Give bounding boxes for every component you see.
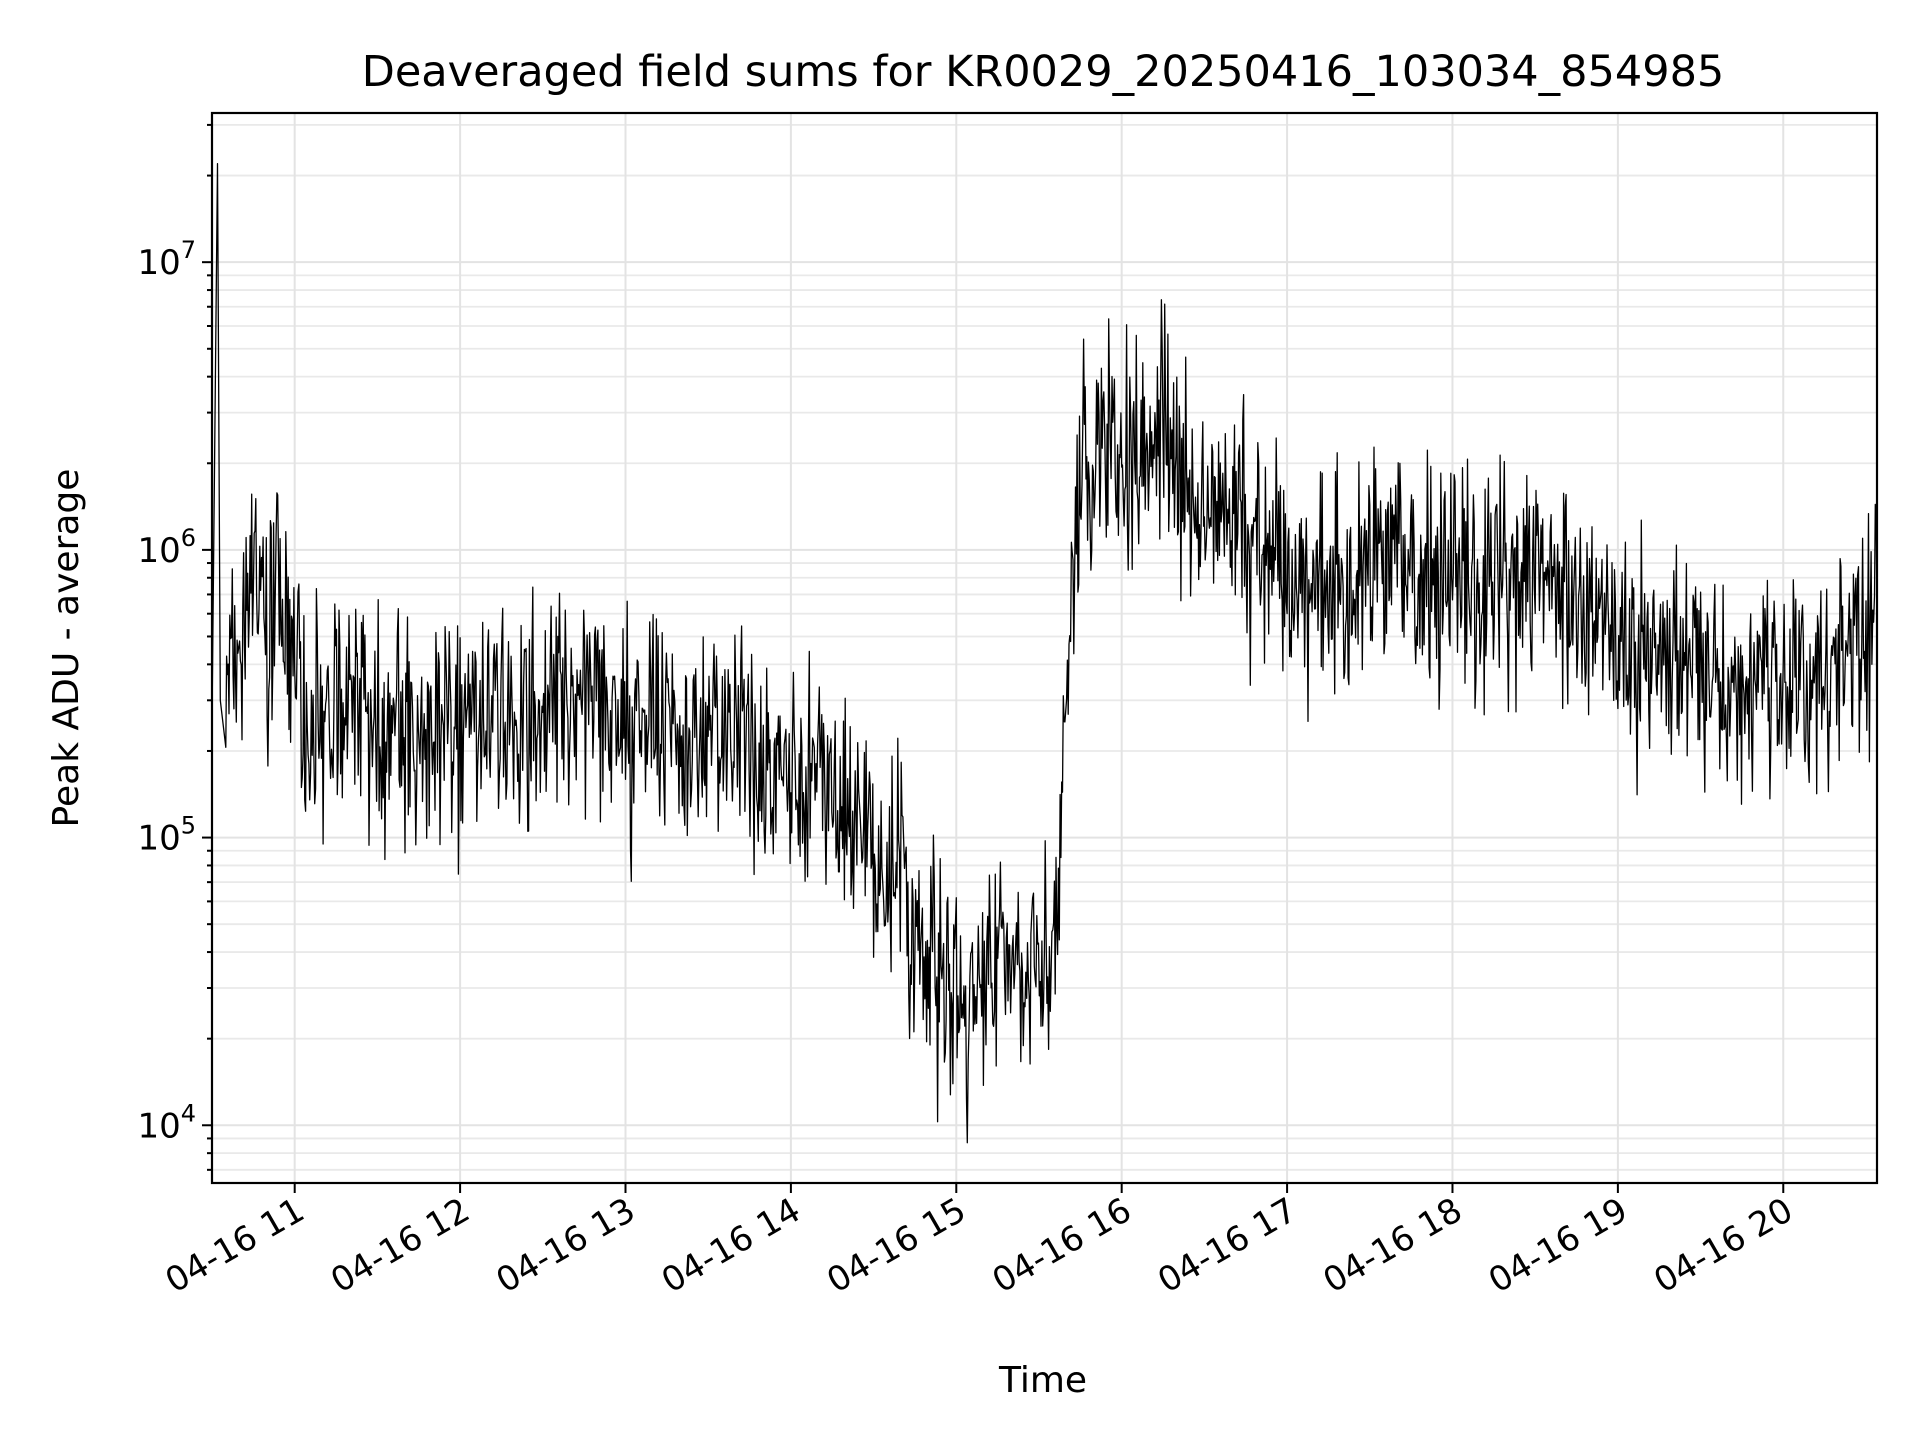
series-line-0 [211, 163, 1878, 1144]
y-axis: 104 105 106 107 [137, 123, 212, 1171]
x-tick-label: 04-16 15 [820, 1190, 972, 1301]
x-tick-label: 04-16 13 [490, 1190, 642, 1301]
x-tick-label: 04-16 16 [986, 1190, 1138, 1301]
y-axis-label: Peak ADU - average [46, 469, 87, 828]
y-tick-label: 107 [137, 236, 196, 283]
x-axis-label: Time [998, 1360, 1087, 1401]
y-tick-label: 106 [137, 524, 196, 571]
chart-title: Deaveraged field sums for KR0029_2025041… [362, 47, 1725, 97]
y-tick-label: 104 [137, 1099, 196, 1146]
x-tick-label: 04-16 14 [655, 1190, 807, 1301]
x-axis: 04-16 11 04-16 12 04-16 13 04-16 14 04-16 15… [159, 1183, 1800, 1301]
x-tick-label: 04-16 19 [1482, 1190, 1634, 1301]
x-tick-label: 04-16 12 [324, 1190, 476, 1301]
x-tick-label: 04-16 17 [1151, 1190, 1303, 1301]
plot-frame [210, 111, 1879, 1185]
x-tick-label: 04-16 20 [1647, 1190, 1799, 1301]
series-layer [211, 163, 1878, 1144]
x-tick-label: 04-16 11 [159, 1190, 311, 1301]
y-tick-label: 105 [137, 812, 196, 859]
grid [212, 113, 1877, 1183]
x-tick-label: 04-16 18 [1317, 1190, 1469, 1301]
